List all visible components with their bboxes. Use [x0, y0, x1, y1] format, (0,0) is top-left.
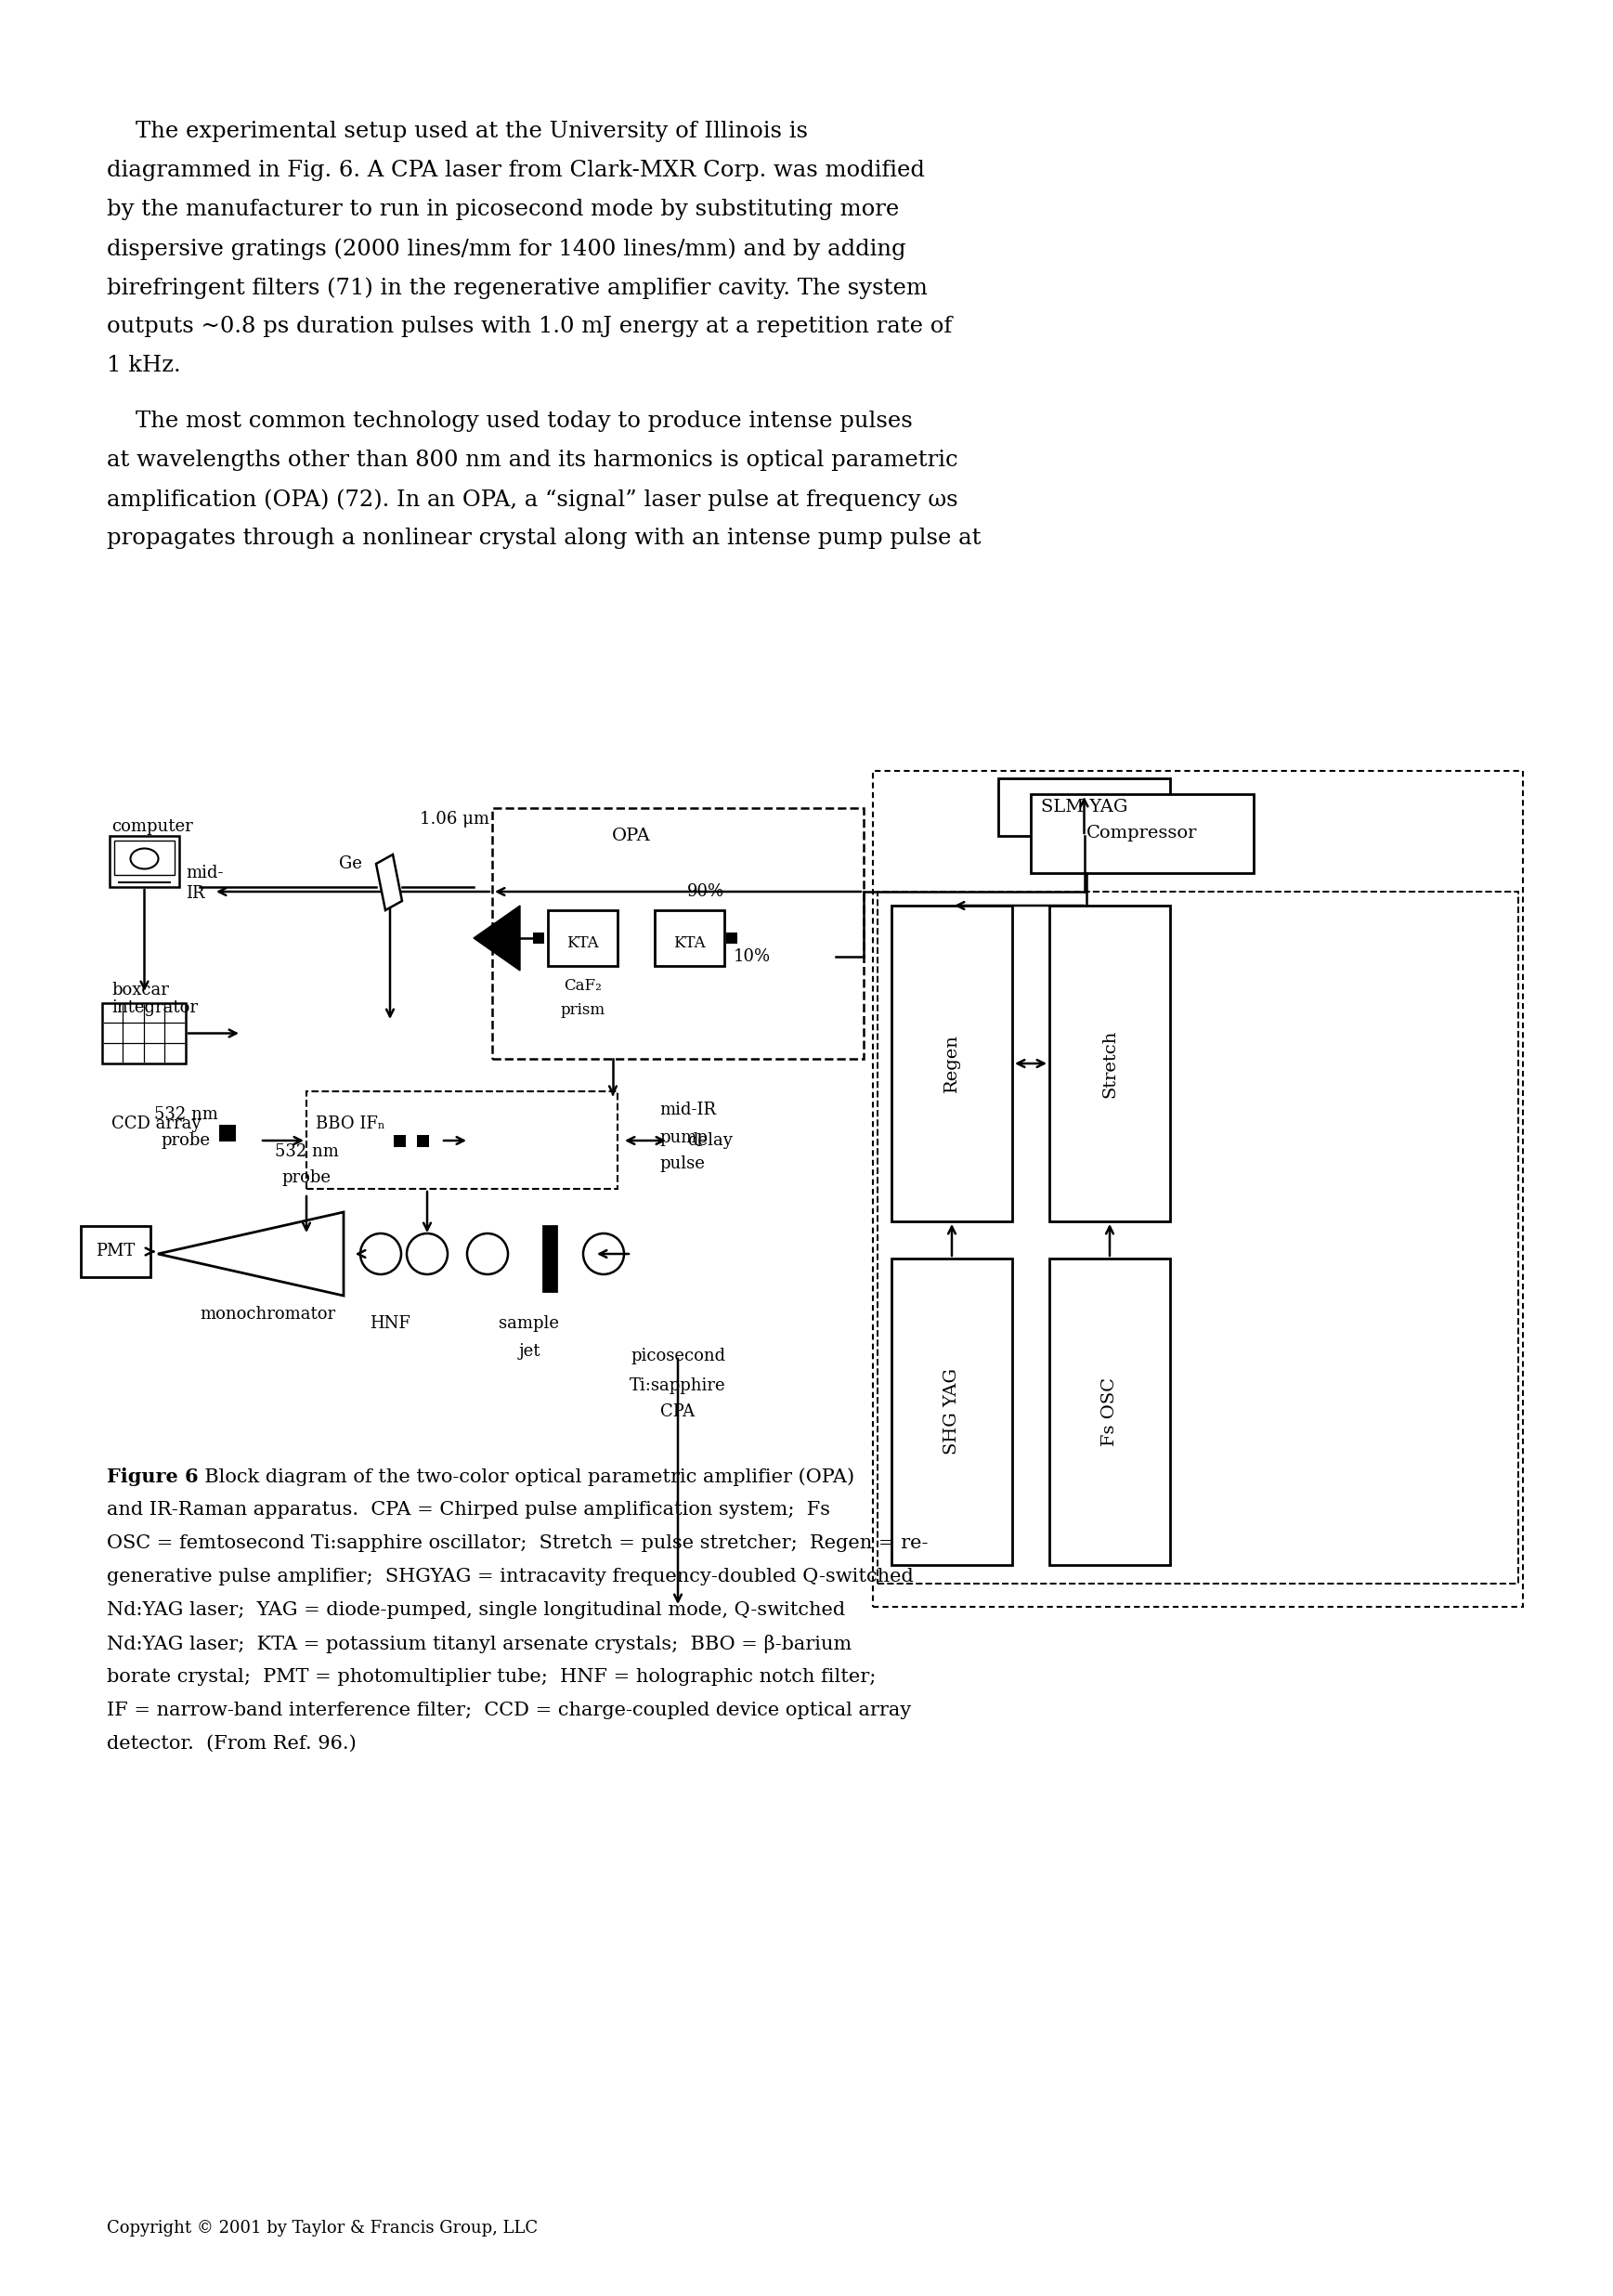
Text: prism: prism	[560, 1003, 605, 1019]
Text: HNF: HNF	[369, 1316, 410, 1332]
Bar	[544, 1226, 556, 1290]
Text: Regen: Regen	[944, 1033, 960, 1093]
Text: diagrammed in Fig. 6. A CPA laser from Clark-MXR Corp. was modified: diagrammed in Fig. 6. A CPA laser from C…	[106, 161, 924, 181]
Ellipse shape	[131, 850, 158, 868]
Bar	[726, 932, 737, 944]
Text: picosecond: picosecond	[631, 1348, 726, 1364]
Bar	[892, 1258, 1013, 1566]
Text: monochromator: monochromator	[200, 1306, 336, 1322]
Text: Block diagram of the two-color optical parametric amplifier (OPA): Block diagram of the two-color optical p…	[192, 1467, 855, 1486]
Text: amplification (OPA) (72). In an OPA, a “signal” laser pulse at frequency ωs: amplification (OPA) (72). In an OPA, a “…	[106, 489, 958, 510]
Text: Fs OSC: Fs OSC	[1102, 1378, 1118, 1446]
Text: Compressor: Compressor	[1087, 824, 1197, 843]
Text: jet: jet	[518, 1343, 540, 1359]
Text: computer: computer	[111, 817, 194, 836]
Bar	[655, 909, 724, 967]
Text: pulse: pulse	[660, 1155, 705, 1173]
Text: generative pulse amplifier;  SHGYAG = intracavity frequency-doubled Q-switched: generative pulse amplifier; SHGYAG = int…	[106, 1568, 913, 1587]
Bar	[81, 1226, 150, 1277]
Text: SLM YAG: SLM YAG	[1040, 799, 1127, 815]
Text: and IR-Raman apparatus.  CPA = Chirped pulse amplification system;  Fs: and IR-Raman apparatus. CPA = Chirped pu…	[106, 1502, 831, 1518]
Text: OPA: OPA	[611, 827, 650, 845]
Text: BBO IFₙ: BBO IFₙ	[316, 1116, 386, 1132]
Text: delay: delay	[687, 1132, 732, 1148]
Text: The most common technology used today to produce intense pulses: The most common technology used today to…	[106, 411, 913, 432]
Bar	[219, 1125, 235, 1141]
Text: Ti:sapphire: Ti:sapphire	[629, 1378, 726, 1394]
Text: Figure 6: Figure 6	[106, 1467, 198, 1486]
Text: outputs ~0.8 ps duration pulses with 1.0 mJ energy at a repetition rate of: outputs ~0.8 ps duration pulses with 1.0…	[106, 317, 952, 338]
Text: 532 nm: 532 nm	[153, 1107, 218, 1123]
Text: SHG YAG: SHG YAG	[944, 1368, 960, 1456]
Text: Nd:YAG laser;  YAG = diode-pumped, single longitudinal mode, Q-switched: Nd:YAG laser; YAG = diode-pumped, single…	[106, 1600, 845, 1619]
Bar	[1031, 794, 1253, 872]
Text: at wavelengths other than 800 nm and its harmonics is optical parametric: at wavelengths other than 800 nm and its…	[106, 450, 958, 471]
Bar	[416, 1134, 429, 1146]
Text: Ge: Ge	[339, 856, 363, 872]
Text: probe: probe	[161, 1132, 210, 1148]
Text: dispersive gratings (2000 lines/mm for 1400 lines/mm) and by adding: dispersive gratings (2000 lines/mm for 1…	[106, 239, 907, 259]
Text: borate crystal;  PMT = photomultiplier tube;  HNF = holographic notch filter;: borate crystal; PMT = photomultiplier tu…	[106, 1669, 876, 1685]
Text: mid-: mid-	[185, 866, 223, 882]
Polygon shape	[376, 854, 402, 909]
Text: 90%: 90%	[687, 884, 724, 900]
Bar	[394, 1134, 405, 1146]
Text: KTA: KTA	[673, 934, 705, 951]
Text: IR: IR	[185, 886, 205, 902]
Text: 10%: 10%	[734, 948, 771, 964]
Text: CPA: CPA	[661, 1403, 695, 1421]
Bar	[1050, 905, 1169, 1221]
Text: 1 kHz.: 1 kHz.	[106, 356, 181, 377]
Text: CaF₂: CaF₂	[565, 978, 602, 994]
Text: pump: pump	[660, 1130, 708, 1146]
Bar	[998, 778, 1169, 836]
Bar	[873, 771, 1523, 1607]
Bar	[492, 808, 863, 1058]
Text: OSC = femtosecond Ti:sapphire oscillator;  Stretch = pulse stretcher;  Regen = r: OSC = femtosecond Ti:sapphire oscillator…	[106, 1534, 927, 1552]
Text: KTA: KTA	[566, 934, 598, 951]
Text: CCD array: CCD array	[111, 1116, 202, 1132]
Text: The experimental setup used at the University of Illinois is: The experimental setup used at the Unive…	[106, 122, 808, 142]
Text: Copyright © 2001 by Taylor & Francis Group, LLC: Copyright © 2001 by Taylor & Francis Gro…	[106, 2220, 537, 2236]
Text: birefringent filters (71) in the regenerative amplifier cavity. The system: birefringent filters (71) in the regener…	[106, 278, 927, 298]
Text: integrator: integrator	[111, 999, 198, 1017]
Bar	[306, 1091, 618, 1189]
Text: propagates through a nonlinear crystal along with an intense pump pulse at: propagates through a nonlinear crystal a…	[106, 528, 981, 549]
Bar	[548, 909, 618, 967]
Text: sample: sample	[498, 1316, 560, 1332]
Bar	[115, 840, 174, 875]
Text: IF = narrow-band interference filter;  CCD = charge-coupled device optical array: IF = narrow-band interference filter; CC…	[106, 1701, 911, 1720]
Text: by the manufacturer to run in picosecond mode by substituting more: by the manufacturer to run in picosecond…	[106, 200, 898, 220]
Text: 1.06 μm: 1.06 μm	[421, 810, 490, 827]
Text: detector.  (From Ref. 96.): detector. (From Ref. 96.)	[106, 1736, 356, 1752]
Text: Nd:YAG laser;  KTA = potassium titanyl arsenate crystals;  BBO = β-barium: Nd:YAG laser; KTA = potassium titanyl ar…	[106, 1635, 852, 1653]
Text: boxcar: boxcar	[111, 983, 169, 999]
Bar	[532, 932, 544, 944]
Bar	[892, 905, 1013, 1221]
Polygon shape	[474, 905, 519, 971]
Bar	[110, 836, 179, 886]
Text: Stretch: Stretch	[1102, 1029, 1118, 1097]
Text: 532 nm: 532 nm	[274, 1143, 339, 1159]
Bar	[102, 1003, 185, 1063]
Bar	[1050, 1258, 1169, 1566]
Bar	[877, 891, 1518, 1584]
Text: probe: probe	[282, 1169, 331, 1187]
Text: mid-IR: mid-IR	[660, 1102, 716, 1118]
Text: PMT: PMT	[97, 1242, 135, 1261]
